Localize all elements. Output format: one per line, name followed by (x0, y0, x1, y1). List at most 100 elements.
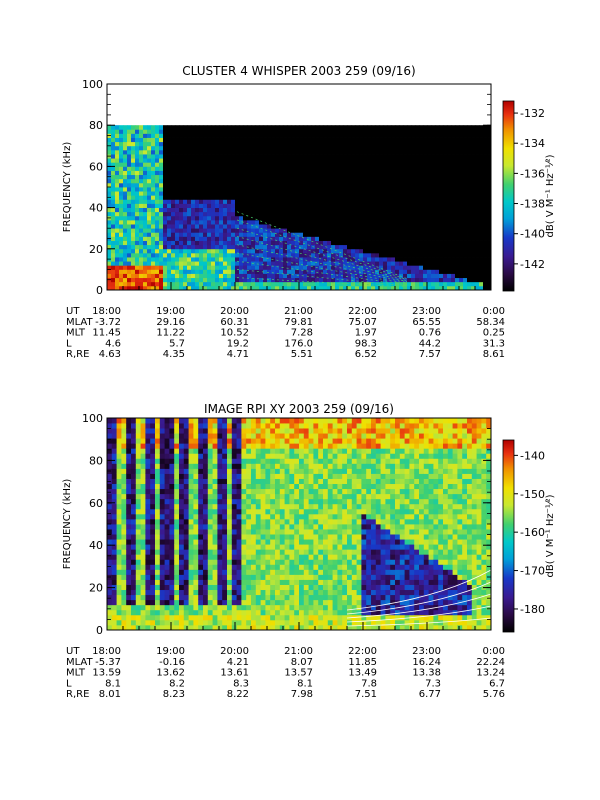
heat-cell (195, 219, 200, 225)
heat-cell (193, 564, 199, 570)
heat-cell (411, 141, 416, 147)
heat-cell (427, 252, 432, 258)
heat-cell (291, 224, 296, 229)
heat-cell (247, 265, 252, 270)
heat-cell (121, 428, 127, 434)
heat-cell (323, 224, 328, 229)
heat-cell (387, 158, 392, 163)
heat-cell (140, 524, 146, 530)
heat-cell (171, 215, 176, 221)
heat-cell (411, 195, 416, 200)
heat-cell (475, 215, 480, 221)
heat-cell (150, 438, 156, 444)
heat-cell (155, 265, 160, 270)
heat-cell (235, 149, 240, 155)
heat-cell (188, 438, 194, 444)
heat-cell (291, 191, 296, 196)
heat-cell (145, 423, 151, 429)
heat-cell (251, 182, 256, 188)
heat-cell (383, 215, 388, 221)
heat-cell (395, 261, 400, 266)
heat-cell (259, 203, 264, 208)
heat-cell (415, 158, 420, 163)
heat-cell (295, 154, 300, 159)
heat-cell (427, 244, 432, 250)
heat-cell (371, 248, 376, 254)
heat-cell (287, 187, 292, 192)
heat-cell (431, 133, 436, 138)
heat-cell (135, 133, 140, 138)
heat-cell (267, 236, 272, 241)
heat-cell (155, 195, 160, 200)
heat-cell (203, 463, 209, 469)
heat-cell (183, 158, 188, 163)
heat-cell (263, 191, 268, 196)
heat-cell (191, 158, 196, 163)
ephemeris-value: 4.35 (163, 349, 185, 360)
heat-cell (379, 158, 384, 163)
heat-cell (343, 236, 348, 241)
heat-cell (251, 219, 256, 225)
heat-cell (243, 174, 248, 180)
heat-cell (183, 145, 188, 151)
heat-cell (383, 228, 388, 233)
heat-cell (463, 244, 468, 250)
heat-cell (187, 228, 192, 233)
heat-cell (195, 236, 200, 241)
heat-cell (171, 273, 176, 279)
heat-cell (243, 273, 248, 279)
heat-cell (315, 158, 320, 163)
heat-cell (183, 418, 189, 424)
heat-cell (331, 137, 336, 143)
heat-cell (471, 211, 476, 217)
heat-cell (127, 166, 132, 171)
heat-cell (371, 125, 376, 130)
heat-cell (295, 203, 300, 208)
heat-cell (151, 125, 156, 130)
heat-cell (251, 166, 256, 171)
heat-cell (217, 574, 223, 580)
heat-cell (471, 129, 476, 134)
heat-cell (431, 248, 436, 254)
heat-cell (431, 125, 436, 130)
heat-cell (367, 141, 372, 147)
heat-cell (399, 149, 404, 155)
heat-cell (275, 149, 280, 155)
heat-cell (339, 145, 344, 151)
heat-cell (291, 158, 296, 163)
heat-cell (423, 240, 428, 246)
heat-cell (187, 252, 192, 258)
heat-cell (379, 265, 384, 270)
heat-cell (183, 211, 188, 217)
heat-cell (243, 261, 248, 266)
heat-cell (259, 162, 264, 167)
heat-cell (131, 236, 136, 241)
heat-cell (115, 240, 120, 246)
heat-cell (207, 574, 213, 580)
heat-cell (287, 170, 292, 176)
heat-cell (407, 207, 412, 213)
heat-cell (395, 228, 400, 233)
heat-cell (203, 478, 209, 485)
heat-cell (111, 473, 117, 479)
heat-cell (483, 252, 488, 258)
heat-cell (115, 269, 120, 274)
heat-cell (145, 619, 151, 626)
heat-cell (427, 269, 432, 274)
heat-cell (123, 187, 128, 192)
heat-cell (399, 199, 404, 204)
heat-cell (212, 418, 218, 424)
heat-cell (219, 232, 224, 237)
heat-cell (135, 599, 141, 606)
heat-cell (395, 248, 400, 254)
heat-cell (239, 248, 244, 254)
heat-cell (439, 125, 444, 130)
heat-cell (116, 544, 122, 550)
heat-cell (179, 433, 185, 439)
heat-cell (135, 252, 140, 258)
heat-cell (323, 125, 328, 130)
heat-cell (387, 232, 392, 237)
heat-cell (235, 145, 240, 151)
heat-cell (259, 261, 264, 266)
heat-cell (319, 154, 324, 159)
